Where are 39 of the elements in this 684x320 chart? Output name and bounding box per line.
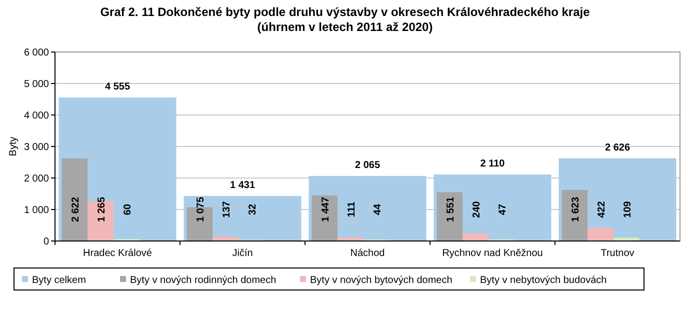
y-tick-label: 6 000: [24, 48, 50, 58]
data-label: 2 622: [70, 196, 82, 222]
data-label: 1 075: [196, 196, 207, 222]
data-label: 1 447: [320, 196, 332, 222]
x-tick-label: Hradec Králové: [83, 248, 152, 259]
legend-label: Byty celkem: [32, 275, 86, 286]
data-label: 44: [372, 204, 384, 216]
data-label: 1 431: [230, 180, 256, 191]
chart-subtitle: (úhrnem v letech 2011 až 2020): [257, 20, 433, 34]
data-label: 109: [622, 200, 634, 218]
data-label: 111: [346, 201, 358, 218]
data-label: 60: [122, 204, 134, 216]
y-tick-label: 3 000: [24, 142, 50, 153]
y-tick-label: 5 000: [24, 79, 50, 90]
y-tick-label: 2 000: [24, 174, 50, 184]
legend-label: Byty v nových rodinných domech: [130, 275, 276, 286]
data-label: 137: [222, 200, 233, 218]
x-tick-label: Trutnov: [600, 248, 634, 259]
y-tick-label: 4 000: [24, 110, 50, 122]
chart-title: Graf 2. 11 Dokončené byty podle druhu výstavby v okresech Královéhradeckého kraje: [100, 5, 590, 19]
x-tick-label: Rychnov nad Kněžnou: [442, 248, 543, 259]
data-label: 2 110: [480, 158, 506, 170]
x-tick-label: Jičín: [232, 248, 253, 259]
data-label: 240: [472, 200, 483, 218]
y-axis-title: Byty: [8, 136, 19, 156]
legend-label: Byty v nebytových budovách: [480, 275, 607, 286]
data-label: 2 065: [354, 160, 380, 171]
x-tick-label: Náchod: [350, 248, 385, 259]
data-label: 1 623: [570, 196, 582, 222]
y-tick-label: 1 000: [24, 205, 50, 216]
data-label: 2 626: [604, 142, 630, 154]
data-label: 1 265: [96, 196, 108, 222]
data-label: 422: [596, 200, 608, 218]
y-tick-label: 0: [43, 236, 50, 248]
legend-label: Byty v nových bytových domech: [310, 275, 452, 286]
data-label: 1 551: [446, 196, 457, 222]
data-label: 32: [247, 204, 258, 216]
data-label: 47: [497, 204, 508, 216]
data-label: 4 555: [104, 82, 130, 93]
